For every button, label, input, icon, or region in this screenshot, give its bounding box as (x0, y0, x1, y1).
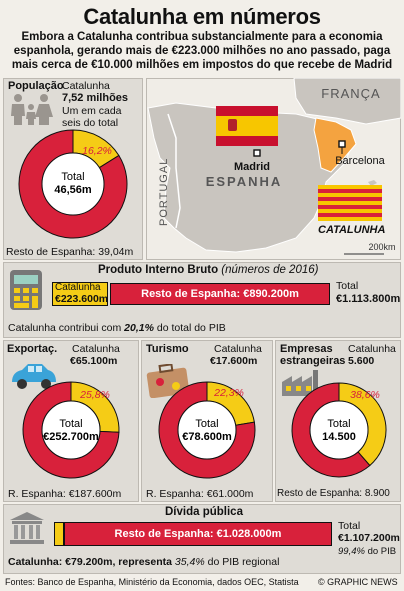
page-title: Catalunha em números (83, 4, 321, 29)
tourism-total-label: Total (195, 418, 218, 430)
bank-icon (10, 512, 44, 544)
gdp-total-value: €1.113.800m (336, 293, 401, 305)
spain-map: FRANÇA PORTUGAL ESPANHA Madrid Barcelona… (147, 78, 401, 255)
companies-percent: 38,6% (350, 389, 380, 401)
population-total-label: Total (61, 171, 84, 183)
donut-hole (309, 400, 369, 460)
tourism-region-value: €17.600m (210, 355, 258, 367)
exports-total-value: €252.700m (43, 431, 99, 443)
gdp-note: Catalunha contribui com 20,1% do total d… (8, 322, 226, 334)
gdp-region-value: €223.600m (55, 293, 109, 305)
tourism-label: Turismo (146, 343, 189, 355)
debt-total-note-suffix: do PIB (367, 546, 397, 557)
gdp-label: Produto Interno Bruto (98, 264, 219, 276)
donut-hole (177, 400, 237, 460)
intro-text: Embora a Catalunha contribua substancial… (11, 31, 393, 71)
debt-rest-label: Resto de Espanha: €1.028.000m (114, 528, 282, 540)
gdp-note-prefix: Catalunha contribui com (8, 322, 122, 334)
companies-rest: Resto de Espanha: 8.900 (277, 488, 390, 499)
exports-region-value: €65.100m (70, 355, 118, 367)
gdp-note-suffix: do total do PIB (156, 322, 226, 334)
gdp-year-note: (números de 2016) (221, 264, 319, 276)
gdp-total-label: Total (336, 280, 359, 292)
population-percent: 16,2% (82, 145, 112, 157)
map-label-portugal: PORTUGAL (158, 158, 170, 226)
spain-flag-icon (216, 106, 278, 146)
portugal-border (167, 113, 181, 229)
exports-percent: 25,8% (79, 389, 110, 401)
population-note-2: seis do total (62, 117, 119, 129)
population-region-value: 7,52 milhões (62, 92, 129, 104)
barcelona-marker (338, 140, 346, 148)
gdp-rest-label: Resto de Espanha: €890.200m (141, 288, 299, 300)
debt-total-note: 99,4% do PIB (338, 546, 396, 557)
exports-label: Exportaç. (7, 343, 58, 355)
debt-note: Catalunha: €79.200m, representa 35,4% do… (8, 556, 279, 568)
gdp-region-label: Catalunha (55, 282, 101, 293)
car-icon (12, 364, 56, 389)
debt-label: Dívida pública (165, 506, 243, 518)
population-region-label: Catalunha (62, 80, 110, 92)
population-note-1: Um em cada (62, 105, 122, 117)
population-label: População (8, 80, 64, 92)
companies-region-value: 5.600 (348, 355, 375, 367)
footer-credit: © GRAPHIC NEWS (318, 577, 398, 587)
companies-total-value: 14.500 (322, 431, 356, 443)
debt-note-percent: 35,4% (174, 556, 205, 568)
population-donut: 16,2% Total 46,56m (18, 129, 128, 239)
map-label-barcelona: Barcelona (335, 155, 385, 167)
debt-total-label: Total (338, 520, 361, 532)
population-rest: Resto de Espanha: 39,04m (6, 246, 133, 258)
gdp-bar-rest (110, 283, 330, 305)
debt-bar-region (54, 522, 64, 546)
spain-land (147, 102, 352, 253)
exports-rest: R. Espanha: €187.600m (8, 488, 122, 500)
donut-hole (41, 400, 101, 460)
factory-icon (282, 370, 318, 396)
catalonia-flag-icon (318, 185, 382, 221)
tourism-percent: 22,3% (213, 387, 244, 399)
donut-hole (41, 152, 105, 216)
companies-region-label: Catalunha (348, 343, 396, 355)
exports-region-label: Catalunha (72, 343, 120, 355)
debt-total-note-percent: 99,4% (338, 546, 365, 557)
tourism-donut: 22,3% Total €78.600m (158, 381, 256, 479)
catalonia-land (313, 117, 357, 173)
map-label-spain: ESPANHA (206, 174, 283, 189)
population-total-value: 46,56m (54, 184, 92, 196)
debt-total-value: €1.107.200m (338, 532, 400, 544)
debt-bar-rest (64, 522, 332, 546)
gdp-title: Produto Interno Bruto (números de 2016) (98, 264, 318, 276)
madrid-marker (253, 149, 261, 157)
companies-donut: 38,6% Total 14.500 (291, 382, 387, 478)
tourism-rest: R. Espanha: €61.000m (146, 488, 254, 500)
map-label-france: FRANÇA (321, 86, 380, 101)
companies-label-1: Empresas (280, 343, 333, 355)
map-scale: 200km (368, 242, 395, 252)
map-label-madrid: Madrid (234, 161, 270, 173)
companies-label-2: estrangeiras (280, 355, 346, 367)
tourism-total-value: €78.600m (182, 431, 232, 443)
tourism-region-label: Catalunha (214, 343, 262, 355)
population-rest-text: Resto de Espanha: 39,04m (6, 246, 134, 258)
companies-total-label: Total (327, 418, 350, 430)
calculator-icon (10, 270, 42, 310)
family-icon (11, 94, 53, 125)
exports-donut: 25,8% Total €252.700m (22, 381, 120, 479)
exports-total-label: Total (59, 418, 82, 430)
catalunha-map-label: CATALUNHA (318, 224, 386, 236)
gdp-note-percent: 20,1% (124, 322, 154, 334)
footer-sources: Fontes: Banco de Espanha, Ministério da … (5, 577, 299, 587)
gdp-bar-region (52, 282, 108, 306)
debt-note-prefix: Catalunha: €79.200m, representa (8, 556, 172, 568)
debt-note-suffix: do PIB regional (207, 556, 280, 568)
france-land (293, 78, 401, 125)
